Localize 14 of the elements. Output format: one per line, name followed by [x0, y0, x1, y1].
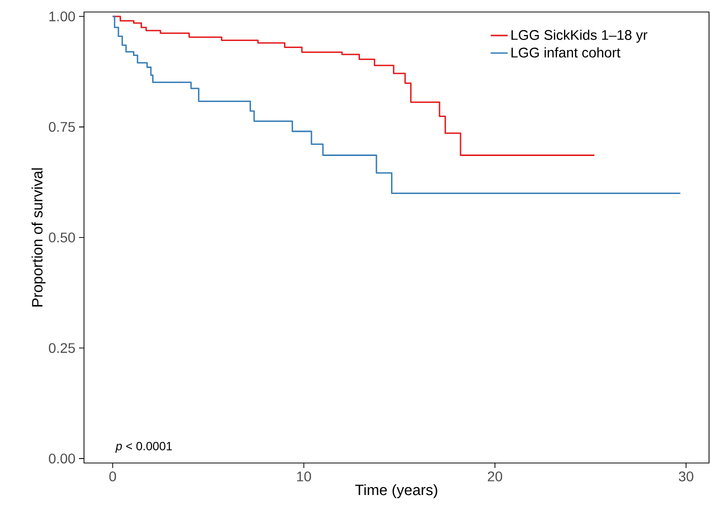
y-tick-label: 1.00	[49, 11, 75, 22]
x-tick-label: 10	[297, 471, 312, 482]
legend-label: LGG SickKids 1–18 yr	[512, 30, 648, 43]
x-tick-label: 20	[488, 471, 502, 482]
annotation: p < 0.0001	[115, 442, 172, 453]
x-axis-title: Time (years)	[355, 484, 438, 498]
legend-label: LGG infant cohort	[512, 47, 620, 58]
y-tick-label: 0.50	[48, 232, 75, 242]
y-axis-title: Proportion of survival	[32, 168, 46, 306]
y-tick-label: 0.25	[48, 343, 75, 353]
y-tick-label: 0.75	[48, 122, 75, 132]
x-tick-label: 30	[678, 471, 694, 482]
y-tick-label: 0.00	[48, 454, 75, 464]
x-tick-label: 0	[109, 471, 116, 482]
